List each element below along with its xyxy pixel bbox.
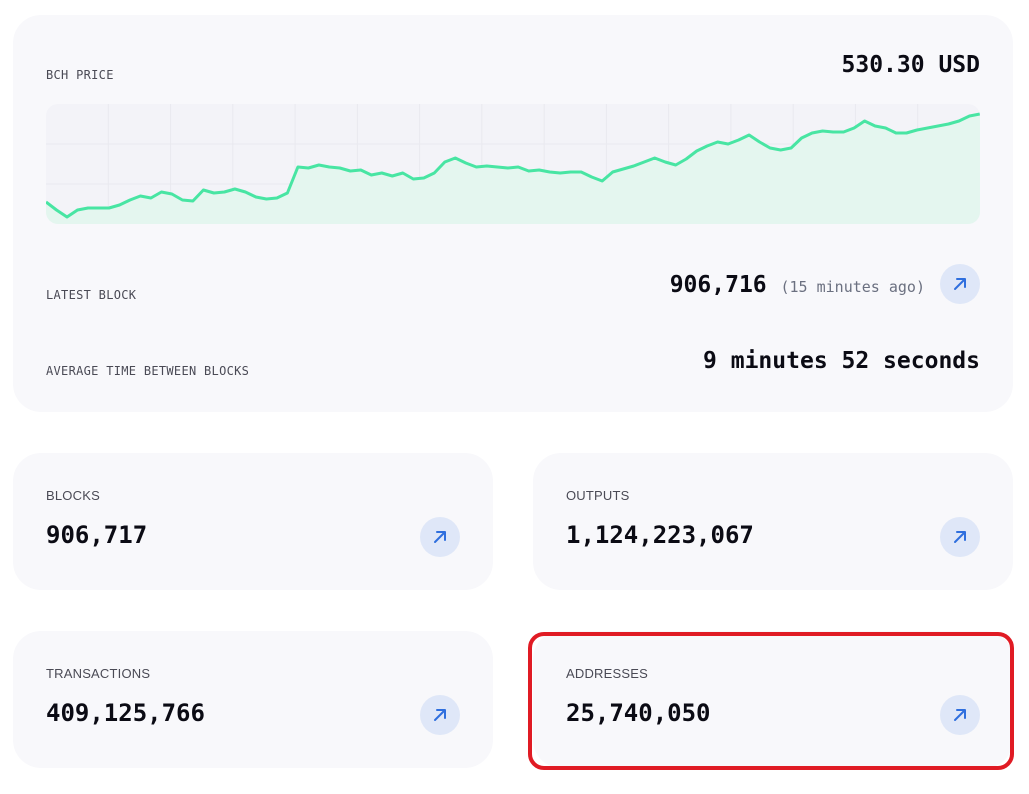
price-label: BCH PRICE xyxy=(46,68,114,82)
latest-block-age: (15 minutes ago) xyxy=(780,278,926,296)
latest-block-link-button[interactable] xyxy=(940,264,980,304)
price-chart xyxy=(46,104,980,224)
transactions-value: 409,125,766 xyxy=(46,699,205,727)
overview-card: BCH PRICE 530.30 USD LATEST BLOCK 906,71… xyxy=(13,15,1013,412)
addresses-card: ADDRESSES 25,740,050 xyxy=(533,631,1013,768)
blocks-label: BLOCKS xyxy=(46,488,100,503)
arrow-up-right-icon xyxy=(954,531,966,543)
addresses-value: 25,740,050 xyxy=(566,699,711,727)
blocks-link-button[interactable] xyxy=(420,517,460,557)
chart-price-line xyxy=(46,112,980,219)
transactions-link-button[interactable] xyxy=(420,695,460,735)
latest-block-value-group: 906,716 (15 minutes ago) xyxy=(670,272,925,298)
outputs-value: 1,124,223,067 xyxy=(566,521,754,549)
arrow-up-right-icon xyxy=(434,531,446,543)
avg-time-value: 9 minutes 52 seconds xyxy=(703,348,980,374)
outputs-link-button[interactable] xyxy=(940,517,980,557)
addresses-label: ADDRESSES xyxy=(566,666,648,681)
blocks-card: BLOCKS 906,717 xyxy=(13,453,493,590)
outputs-label: OUTPUTS xyxy=(566,488,630,503)
price-value: 530.30 USD xyxy=(841,52,980,78)
outputs-card: OUTPUTS 1,124,223,067 xyxy=(533,453,1013,590)
transactions-label: TRANSACTIONS xyxy=(46,666,151,681)
blocks-value: 906,717 xyxy=(46,521,148,549)
arrow-up-right-icon xyxy=(954,278,966,290)
avg-time-label: AVERAGE TIME BETWEEN BLOCKS xyxy=(46,364,250,378)
arrow-up-right-icon xyxy=(954,709,966,721)
latest-block-label: LATEST BLOCK xyxy=(46,288,137,302)
latest-block-value[interactable]: 906,716 xyxy=(669,272,767,298)
arrow-up-right-icon xyxy=(434,709,446,721)
addresses-link-button[interactable] xyxy=(940,695,980,735)
transactions-card: TRANSACTIONS 409,125,766 xyxy=(13,631,493,768)
